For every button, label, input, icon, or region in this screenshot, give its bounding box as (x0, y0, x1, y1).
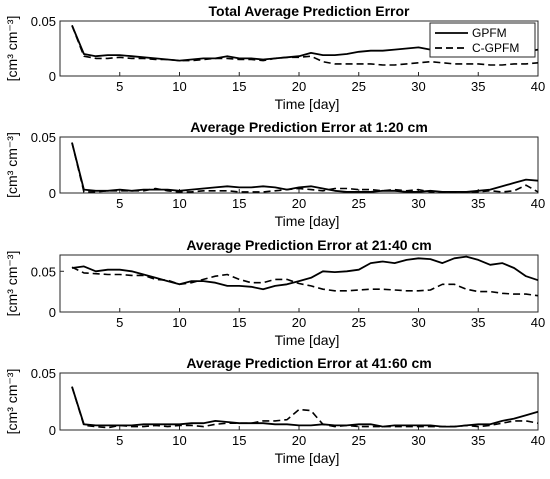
x-tick-label: 25 (352, 79, 366, 94)
x-tick-label: 25 (352, 433, 366, 448)
series-line-gpfm (71, 255, 539, 291)
x-tick-label: 25 (352, 315, 366, 330)
x-tick-label: 10 (172, 433, 186, 448)
x-tick-label: 5 (116, 79, 123, 94)
chart-panel-3: Average Prediction Error at 21:40 cm 5 10 1… (4, 237, 545, 348)
chart-title: Average Prediction Error at 41:60 cm (186, 355, 431, 371)
x-tick-label: 40 (531, 79, 545, 94)
x-tick-label: 40 (531, 315, 545, 330)
y-axis-label: [cm³ cm⁻³] (4, 16, 20, 82)
x-tick-label: 40 (531, 196, 545, 211)
y-tick-label: 0 (49, 305, 56, 320)
y-axis-label: [cm³ cm⁻³] (4, 251, 20, 317)
x-tick-label: 5 (116, 196, 123, 211)
y-tick-label: 0.05 (31, 130, 56, 145)
x-tick-label: 15 (232, 196, 246, 211)
legend-entry: GPFM (472, 26, 507, 40)
y-tick-label: 0 (49, 186, 56, 201)
x-axis-label: Time [day] (275, 96, 340, 112)
x-tick-label: 15 (232, 433, 246, 448)
x-tick-label: 35 (471, 315, 485, 330)
x-tick-label: 35 (471, 196, 485, 211)
x-tick-label: 30 (411, 315, 425, 330)
y-tick-label: 0.05 (31, 366, 56, 381)
y-tick-label: 0.05 (31, 14, 56, 29)
x-tick-label: 25 (352, 196, 366, 211)
x-axis-label: Time [day] (275, 332, 340, 348)
x-tick-label: 30 (411, 196, 425, 211)
legend-entry: C-GPFM (472, 41, 519, 55)
x-tick-label: 20 (292, 79, 306, 94)
chart-title: Total Average Prediction Error (209, 3, 411, 19)
series-line-c-gpfm (71, 266, 539, 297)
series-line-c-gpfm (71, 25, 539, 66)
plot-area (59, 372, 539, 431)
x-axis-label: Time [day] (275, 450, 340, 466)
chart-panel-4: Average Prediction Error at 41:60 cm 5 10 1… (4, 355, 545, 466)
plot-area (59, 136, 539, 194)
x-tick-label: 5 (116, 433, 123, 448)
x-tick-label: 15 (232, 79, 246, 94)
chart-title: Average Prediction Error at 21:40 cm (186, 237, 431, 253)
y-tick-label: 0.05 (31, 264, 56, 279)
x-axis-label: Time [day] (275, 213, 340, 229)
x-tick-label: 35 (471, 79, 485, 94)
x-tick-label: 35 (471, 433, 485, 448)
chart-title: Average Prediction Error at 1:20 cm (190, 119, 428, 135)
x-tick-label: 10 (172, 79, 186, 94)
x-tick-label: 30 (411, 79, 425, 94)
series-line-c-gpfm (71, 142, 539, 193)
y-axis-label: [cm³ cm⁻³] (4, 132, 20, 198)
x-tick-label: 20 (292, 315, 306, 330)
y-tick-label: 0 (49, 423, 56, 438)
x-tick-label: 5 (116, 315, 123, 330)
chart-panel-2: Average Prediction Error at 1:20 cm 5 10 15… (4, 119, 545, 229)
x-tick-label: 15 (232, 315, 246, 330)
legend-box (429, 22, 536, 58)
chart-panel-1: Total Average Prediction Error 5 10 15 20 25 3… (4, 3, 545, 112)
x-tick-label: 10 (172, 196, 186, 211)
series-line-gpfm (71, 386, 539, 428)
x-tick-label: 20 (292, 433, 306, 448)
x-tick-label: 30 (411, 433, 425, 448)
x-tick-label: 40 (531, 433, 545, 448)
series-line-c-gpfm (71, 386, 539, 429)
x-tick-label: 20 (292, 196, 306, 211)
x-tick-label: 10 (172, 315, 186, 330)
y-axis-label: [cm³ cm⁻³] (4, 369, 20, 435)
y-tick-label: 0 (49, 69, 56, 84)
